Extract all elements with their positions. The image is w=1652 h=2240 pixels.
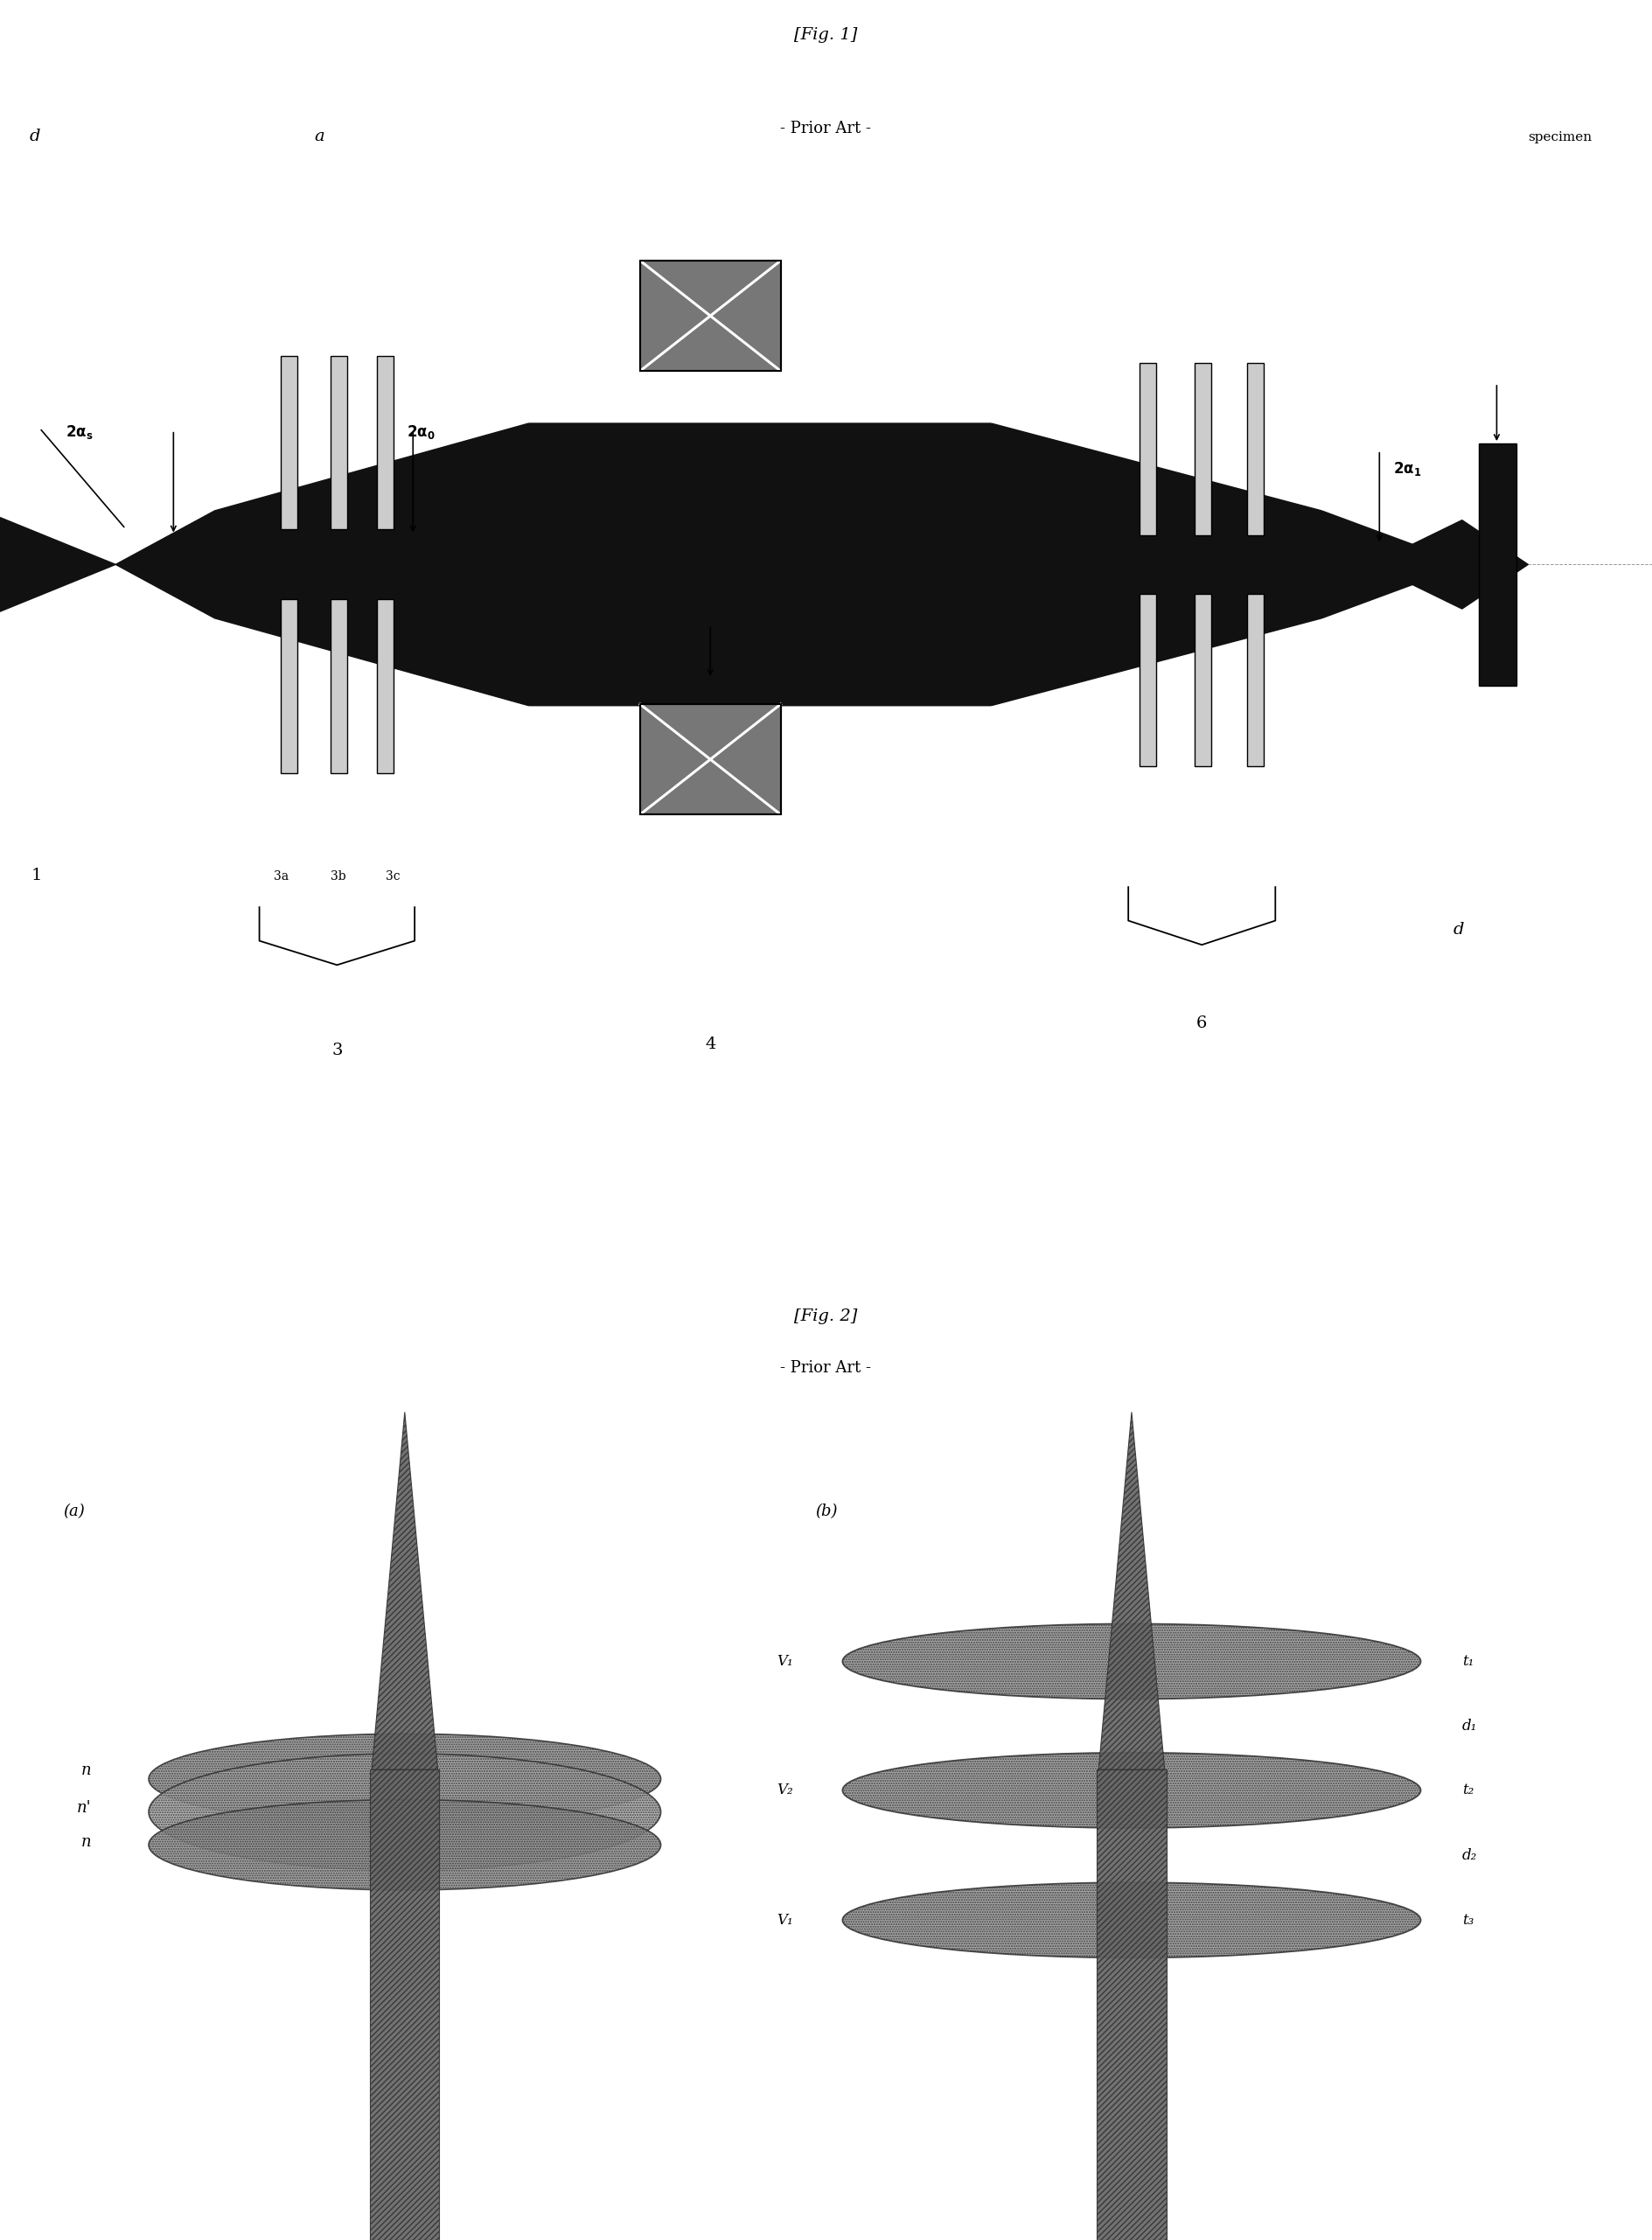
Bar [1097,1770,1166,2240]
Bar [1479,444,1517,685]
Bar [1194,363,1211,535]
Bar [281,356,297,529]
Text: 6: 6 [1196,1017,1208,1033]
Bar [641,260,781,372]
Ellipse shape [843,1624,1421,1700]
Ellipse shape [843,1882,1421,1958]
Text: n: n [81,1835,91,1850]
Text: d: d [1454,923,1464,939]
Text: $\mathbf{2\alpha_1}$: $\mathbf{2\alpha_1}$ [1393,459,1422,477]
Text: d₁: d₁ [1462,1718,1477,1734]
Text: t₃: t₃ [1462,1913,1474,1929]
Bar [1140,363,1156,535]
Ellipse shape [149,1799,661,1891]
Text: $\mathbf{2\alpha_0}$: $\mathbf{2\alpha_0}$ [406,423,436,441]
Text: $\mathbf{2\alpha_s}$: $\mathbf{2\alpha_s}$ [66,423,93,441]
Bar [641,260,781,372]
Text: d: d [30,130,41,146]
Ellipse shape [149,1754,661,1870]
Polygon shape [0,517,116,612]
Text: t₁: t₁ [1462,1653,1474,1669]
Text: - Prior Art -: - Prior Art - [780,121,872,137]
Text: 4: 4 [705,1037,715,1053]
Text: V₁: V₁ [776,1913,793,1929]
Text: 3b: 3b [330,871,347,883]
Text: t₂: t₂ [1462,1783,1474,1799]
Bar [330,600,347,773]
Bar [1247,594,1264,766]
Bar [1247,363,1264,535]
Bar [281,600,297,773]
Text: 3c: 3c [387,871,400,883]
Text: [Fig. 1]: [Fig. 1] [795,27,857,43]
Ellipse shape [843,1752,1421,1828]
Bar [1194,594,1211,766]
Bar [641,703,781,815]
Text: 3a: 3a [273,871,289,883]
Bar [330,356,347,529]
Text: a: a [314,130,324,146]
Polygon shape [116,423,1528,706]
Text: (a): (a) [63,1503,86,1519]
Bar [641,703,781,815]
Bar [377,600,393,773]
Text: (b): (b) [814,1503,838,1519]
Text: V₂: V₂ [776,1783,793,1799]
Bar [370,1770,439,2240]
Text: 3: 3 [332,1044,342,1060]
Text: d₂: d₂ [1462,1848,1477,1864]
Text: 1: 1 [31,869,41,885]
Text: V₁: V₁ [776,1653,793,1669]
Polygon shape [1099,1411,1165,1770]
Text: - Prior Art -: - Prior Art - [780,1360,872,1375]
Text: specimen: specimen [1528,132,1593,143]
Bar [1140,594,1156,766]
Polygon shape [372,1411,438,1770]
Ellipse shape [149,1734,661,1823]
Bar [377,356,393,529]
Text: [Fig. 2]: [Fig. 2] [795,1308,857,1324]
Text: n': n' [76,1799,91,1814]
Text: n: n [81,1763,91,1779]
